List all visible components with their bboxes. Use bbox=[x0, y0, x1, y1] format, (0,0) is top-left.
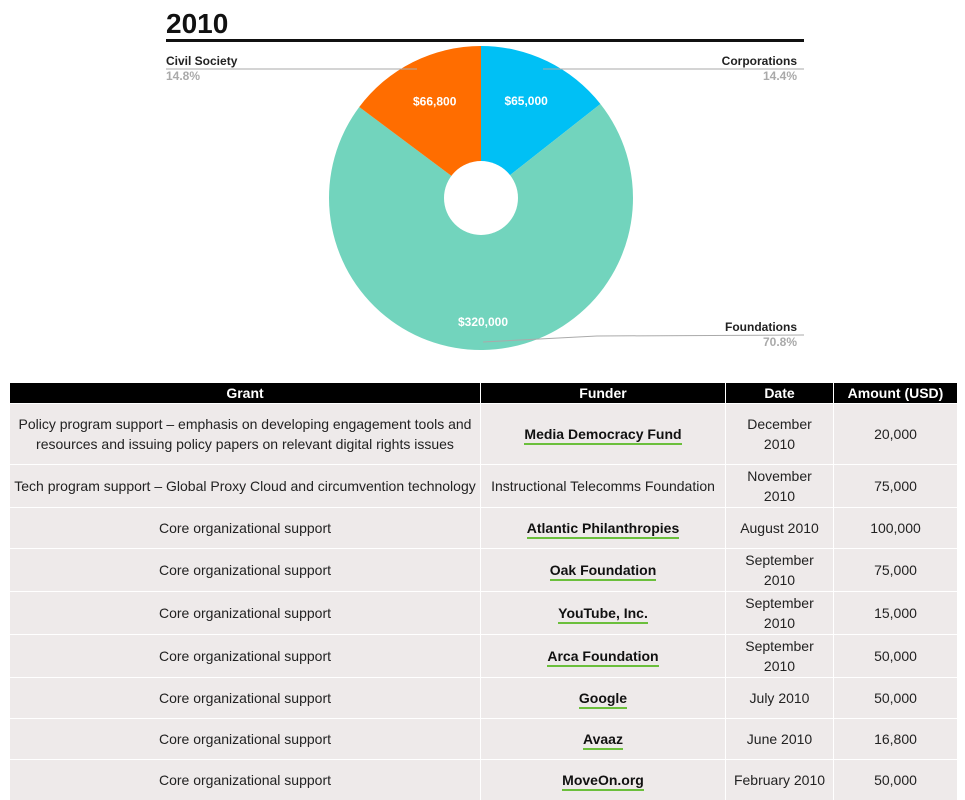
slice-value-label: $66,800 bbox=[413, 95, 457, 109]
funder-cell: Arca Foundation bbox=[481, 635, 726, 678]
header-funder: Funder bbox=[481, 383, 726, 404]
date-cell: September 2010 bbox=[726, 549, 834, 592]
date-cell: September 2010 bbox=[726, 635, 834, 678]
chart-title: 2010 bbox=[166, 8, 228, 39]
grants-table: Grant Funder Date Amount (USD) Policy pr… bbox=[10, 383, 958, 800]
date-cell: November 2010 bbox=[726, 465, 834, 508]
grant-cell: Core organizational support bbox=[10, 549, 481, 592]
grant-cell: Core organizational support bbox=[10, 719, 481, 760]
amount-cell: 16,800 bbox=[834, 719, 958, 760]
grant-cell: Tech program support – Global Proxy Clou… bbox=[10, 465, 481, 508]
legend-percent: 70.8% bbox=[763, 335, 797, 349]
table-row: Tech program support – Global Proxy Clou… bbox=[10, 465, 958, 508]
slice-value-label: $65,000 bbox=[504, 94, 548, 108]
funder-cell: Google bbox=[481, 678, 726, 719]
table-row: Core organizational support Arca Foundati… bbox=[10, 635, 958, 678]
date-cell: June 2010 bbox=[726, 719, 834, 760]
grant-cell: Core organizational support bbox=[10, 635, 481, 678]
funder-link[interactable]: YouTube, Inc. bbox=[558, 605, 648, 624]
amount-cell: 75,000 bbox=[834, 465, 958, 508]
amount-cell: 50,000 bbox=[834, 635, 958, 678]
funder-link[interactable]: MoveOn.org bbox=[562, 772, 644, 791]
grant-cell: Core organizational support bbox=[10, 760, 481, 800]
amount-cell: 15,000 bbox=[834, 592, 958, 635]
slice-value-label: $320,000 bbox=[458, 315, 508, 329]
table-row: Policy program support – emphasis on dev… bbox=[10, 404, 958, 465]
amount-cell: 20,000 bbox=[834, 404, 958, 465]
funder-cell: Atlantic Philanthropies bbox=[481, 508, 726, 549]
header-date: Date bbox=[726, 383, 834, 404]
funder-link[interactable]: Arca Foundation bbox=[547, 648, 658, 667]
funder-cell: YouTube, Inc. bbox=[481, 592, 726, 635]
header-grant: Grant bbox=[10, 383, 481, 404]
date-cell: February 2010 bbox=[726, 760, 834, 800]
header-amount: Amount (USD) bbox=[834, 383, 958, 404]
table-row: Core organizational support Oak Foundatio… bbox=[10, 549, 958, 592]
date-cell: August 2010 bbox=[726, 508, 834, 549]
legend-percent: 14.8% bbox=[166, 69, 200, 83]
funder-cell: MoveOn.org bbox=[481, 760, 726, 800]
title-rule bbox=[166, 39, 804, 42]
date-cell: December 2010 bbox=[726, 404, 834, 465]
funder-cell: Oak Foundation bbox=[481, 549, 726, 592]
table-row: Core organizational support MoveOn.org Feb… bbox=[10, 760, 958, 800]
grant-cell: Policy program support – emphasis on dev… bbox=[10, 404, 481, 465]
funder-cell: Avaaz bbox=[481, 719, 726, 760]
legend-name: Civil Society bbox=[166, 54, 238, 68]
funder-link[interactable]: Avaaz bbox=[583, 731, 623, 750]
funder-cell: Instructional Telecomms Foundation bbox=[481, 465, 726, 508]
amount-cell: 50,000 bbox=[834, 678, 958, 719]
table-row: Core organizational support YouTube, Inc.… bbox=[10, 592, 958, 635]
date-cell: September 2010 bbox=[726, 592, 834, 635]
funder-link[interactable]: Google bbox=[579, 690, 627, 709]
legend-name: Corporations bbox=[722, 54, 798, 68]
grant-cell: Core organizational support bbox=[10, 678, 481, 719]
amount-cell: 100,000 bbox=[834, 508, 958, 549]
legend-name: Foundations bbox=[725, 320, 797, 334]
amount-cell: 75,000 bbox=[834, 549, 958, 592]
date-cell: July 2010 bbox=[726, 678, 834, 719]
table-row: Core organizational support Google July 20… bbox=[10, 678, 958, 719]
funder-cell: Media Democracy Fund bbox=[481, 404, 726, 465]
grant-cell: Core organizational support bbox=[10, 592, 481, 635]
table-row: Core organizational support Atlantic Phil… bbox=[10, 508, 958, 549]
donut-hole bbox=[444, 161, 518, 235]
funder-link[interactable]: Atlantic Philanthropies bbox=[527, 520, 679, 539]
funder-link[interactable]: Oak Foundation bbox=[550, 562, 657, 581]
funder-link[interactable]: Media Democracy Fund bbox=[524, 426, 681, 445]
amount-cell: 50,000 bbox=[834, 760, 958, 800]
table-row: Core organizational support Avaaz June 201… bbox=[10, 719, 958, 760]
legend-percent: 14.4% bbox=[763, 69, 797, 83]
grant-cell: Core organizational support bbox=[10, 508, 481, 549]
